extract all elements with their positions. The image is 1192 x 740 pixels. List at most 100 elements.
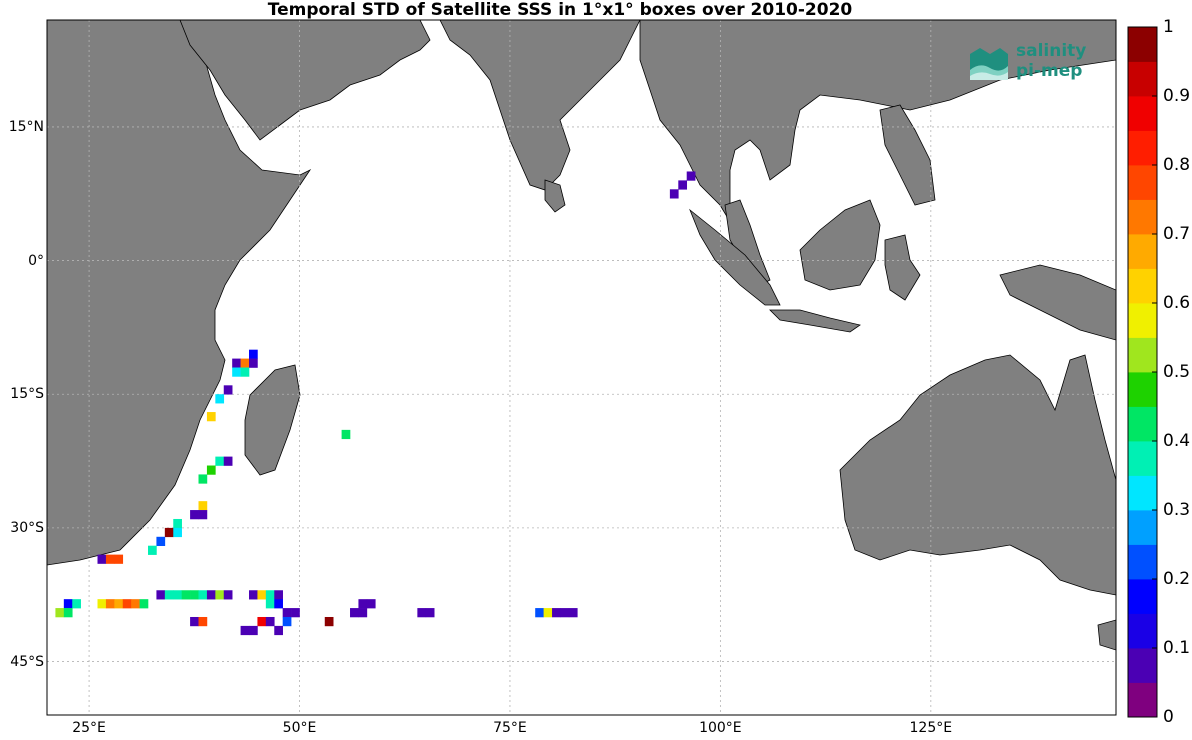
std-cell xyxy=(97,599,107,609)
colorbar-segment xyxy=(1128,682,1157,718)
std-cell xyxy=(350,608,359,618)
std-cell xyxy=(198,590,208,600)
std-cell xyxy=(232,358,241,368)
colorbar-segment xyxy=(1128,130,1157,166)
std-cell xyxy=(63,608,73,618)
std-cell xyxy=(223,456,233,466)
std-cell xyxy=(114,599,124,609)
map-frame xyxy=(46,19,1117,716)
std-cell xyxy=(156,536,166,547)
std-cell xyxy=(249,358,258,368)
colorbar-segment xyxy=(1128,475,1157,511)
std-cell xyxy=(148,545,157,555)
std-cell xyxy=(265,599,275,609)
std-cell xyxy=(358,599,368,609)
colorbar-tick-label: 0.5 xyxy=(1163,362,1191,382)
colorbar-segment xyxy=(1128,544,1157,580)
colorbar-tick-label: 0.9 xyxy=(1163,86,1191,106)
colorbar-segment xyxy=(1128,303,1157,338)
std-cell xyxy=(215,590,225,600)
colorbar-tick-label: 1 xyxy=(1163,17,1174,37)
std-cell xyxy=(181,590,191,600)
logo-text-pi-mep: pi-mep xyxy=(1016,61,1083,81)
std-cell xyxy=(105,599,115,609)
std-cell xyxy=(425,608,435,618)
std-cell xyxy=(240,367,250,377)
colorbar-segment xyxy=(1128,510,1157,545)
philippines-land xyxy=(879,104,936,206)
std-cell xyxy=(198,501,208,511)
colorbar-segment xyxy=(1128,27,1157,62)
lat-tick-label: 15°N xyxy=(8,118,44,135)
std-cell xyxy=(257,590,267,600)
std-cell xyxy=(206,465,216,475)
colorbar-tick-label: 0 xyxy=(1163,707,1174,727)
std-cell xyxy=(198,474,208,484)
australia-land xyxy=(839,354,1116,596)
std-cell xyxy=(173,518,182,529)
std-cell xyxy=(274,599,283,609)
std-cell xyxy=(249,590,258,600)
new-guinea-land xyxy=(999,264,1116,341)
std-cell xyxy=(215,394,225,404)
colorbar-segment xyxy=(1128,268,1157,304)
lat-tick-label: 45°S xyxy=(10,653,44,670)
std-cell xyxy=(55,608,65,618)
std-cell xyxy=(232,367,241,377)
std-cell xyxy=(274,590,283,600)
std-cell xyxy=(341,429,351,440)
colorbar xyxy=(1127,26,1158,718)
std-cell xyxy=(173,527,182,538)
lon-tick-label: 25°E xyxy=(72,720,106,736)
lat-tick-label: 0° xyxy=(28,252,44,269)
colorbar-segment xyxy=(1128,372,1157,407)
lon-tick-label: 75°E xyxy=(493,720,527,736)
madagascar-land xyxy=(244,364,301,476)
std-cell xyxy=(417,608,427,618)
std-cell xyxy=(206,412,216,422)
std-cell xyxy=(240,358,250,368)
colorbar-segment xyxy=(1128,579,1157,614)
std-cell xyxy=(198,616,208,627)
colorbar-segment xyxy=(1128,648,1157,683)
tasmania-land xyxy=(1097,619,1116,651)
std-cell xyxy=(669,189,679,199)
std-cell xyxy=(265,616,275,627)
land-layer xyxy=(47,20,1116,651)
colorbar-segment xyxy=(1128,96,1157,131)
colorbar-segment xyxy=(1128,61,1157,97)
std-cell xyxy=(552,608,561,618)
std-cell xyxy=(543,608,553,618)
map-title: Temporal STD of Satellite SSS in 1°x1° b… xyxy=(267,0,853,20)
std-cell xyxy=(139,599,149,609)
std-cell xyxy=(282,616,292,627)
std-cell xyxy=(97,554,107,564)
std-cell xyxy=(257,616,267,627)
std-cell xyxy=(198,510,208,520)
borneo-land xyxy=(799,199,881,291)
colorbar-tick-label: 0.3 xyxy=(1163,500,1191,520)
colorbar-tick-label: 0.2 xyxy=(1163,569,1191,589)
std-cell xyxy=(164,590,174,600)
std-cell xyxy=(249,625,258,636)
lon-tick-label: 50°E xyxy=(282,720,317,736)
std-cell xyxy=(63,599,73,609)
std-cell xyxy=(358,608,368,618)
colorbar-segment xyxy=(1128,337,1157,373)
std-cell xyxy=(560,608,570,618)
std-cell xyxy=(122,599,132,609)
std-cell xyxy=(240,625,250,636)
std-cell xyxy=(678,180,688,190)
colorbar-segment xyxy=(1128,165,1157,200)
std-cell xyxy=(535,608,544,618)
std-cell xyxy=(366,599,376,609)
std-cell xyxy=(568,608,578,618)
std-cell xyxy=(223,385,233,395)
lon-tick-label: 100°E xyxy=(699,720,742,736)
africa-land xyxy=(47,20,312,566)
lon-tick-label: 125°E xyxy=(909,720,953,736)
colorbar-tick-label: 0.1 xyxy=(1163,638,1191,658)
std-cell xyxy=(164,527,174,538)
std-cell xyxy=(190,590,199,600)
sulawesi-land xyxy=(884,234,921,301)
